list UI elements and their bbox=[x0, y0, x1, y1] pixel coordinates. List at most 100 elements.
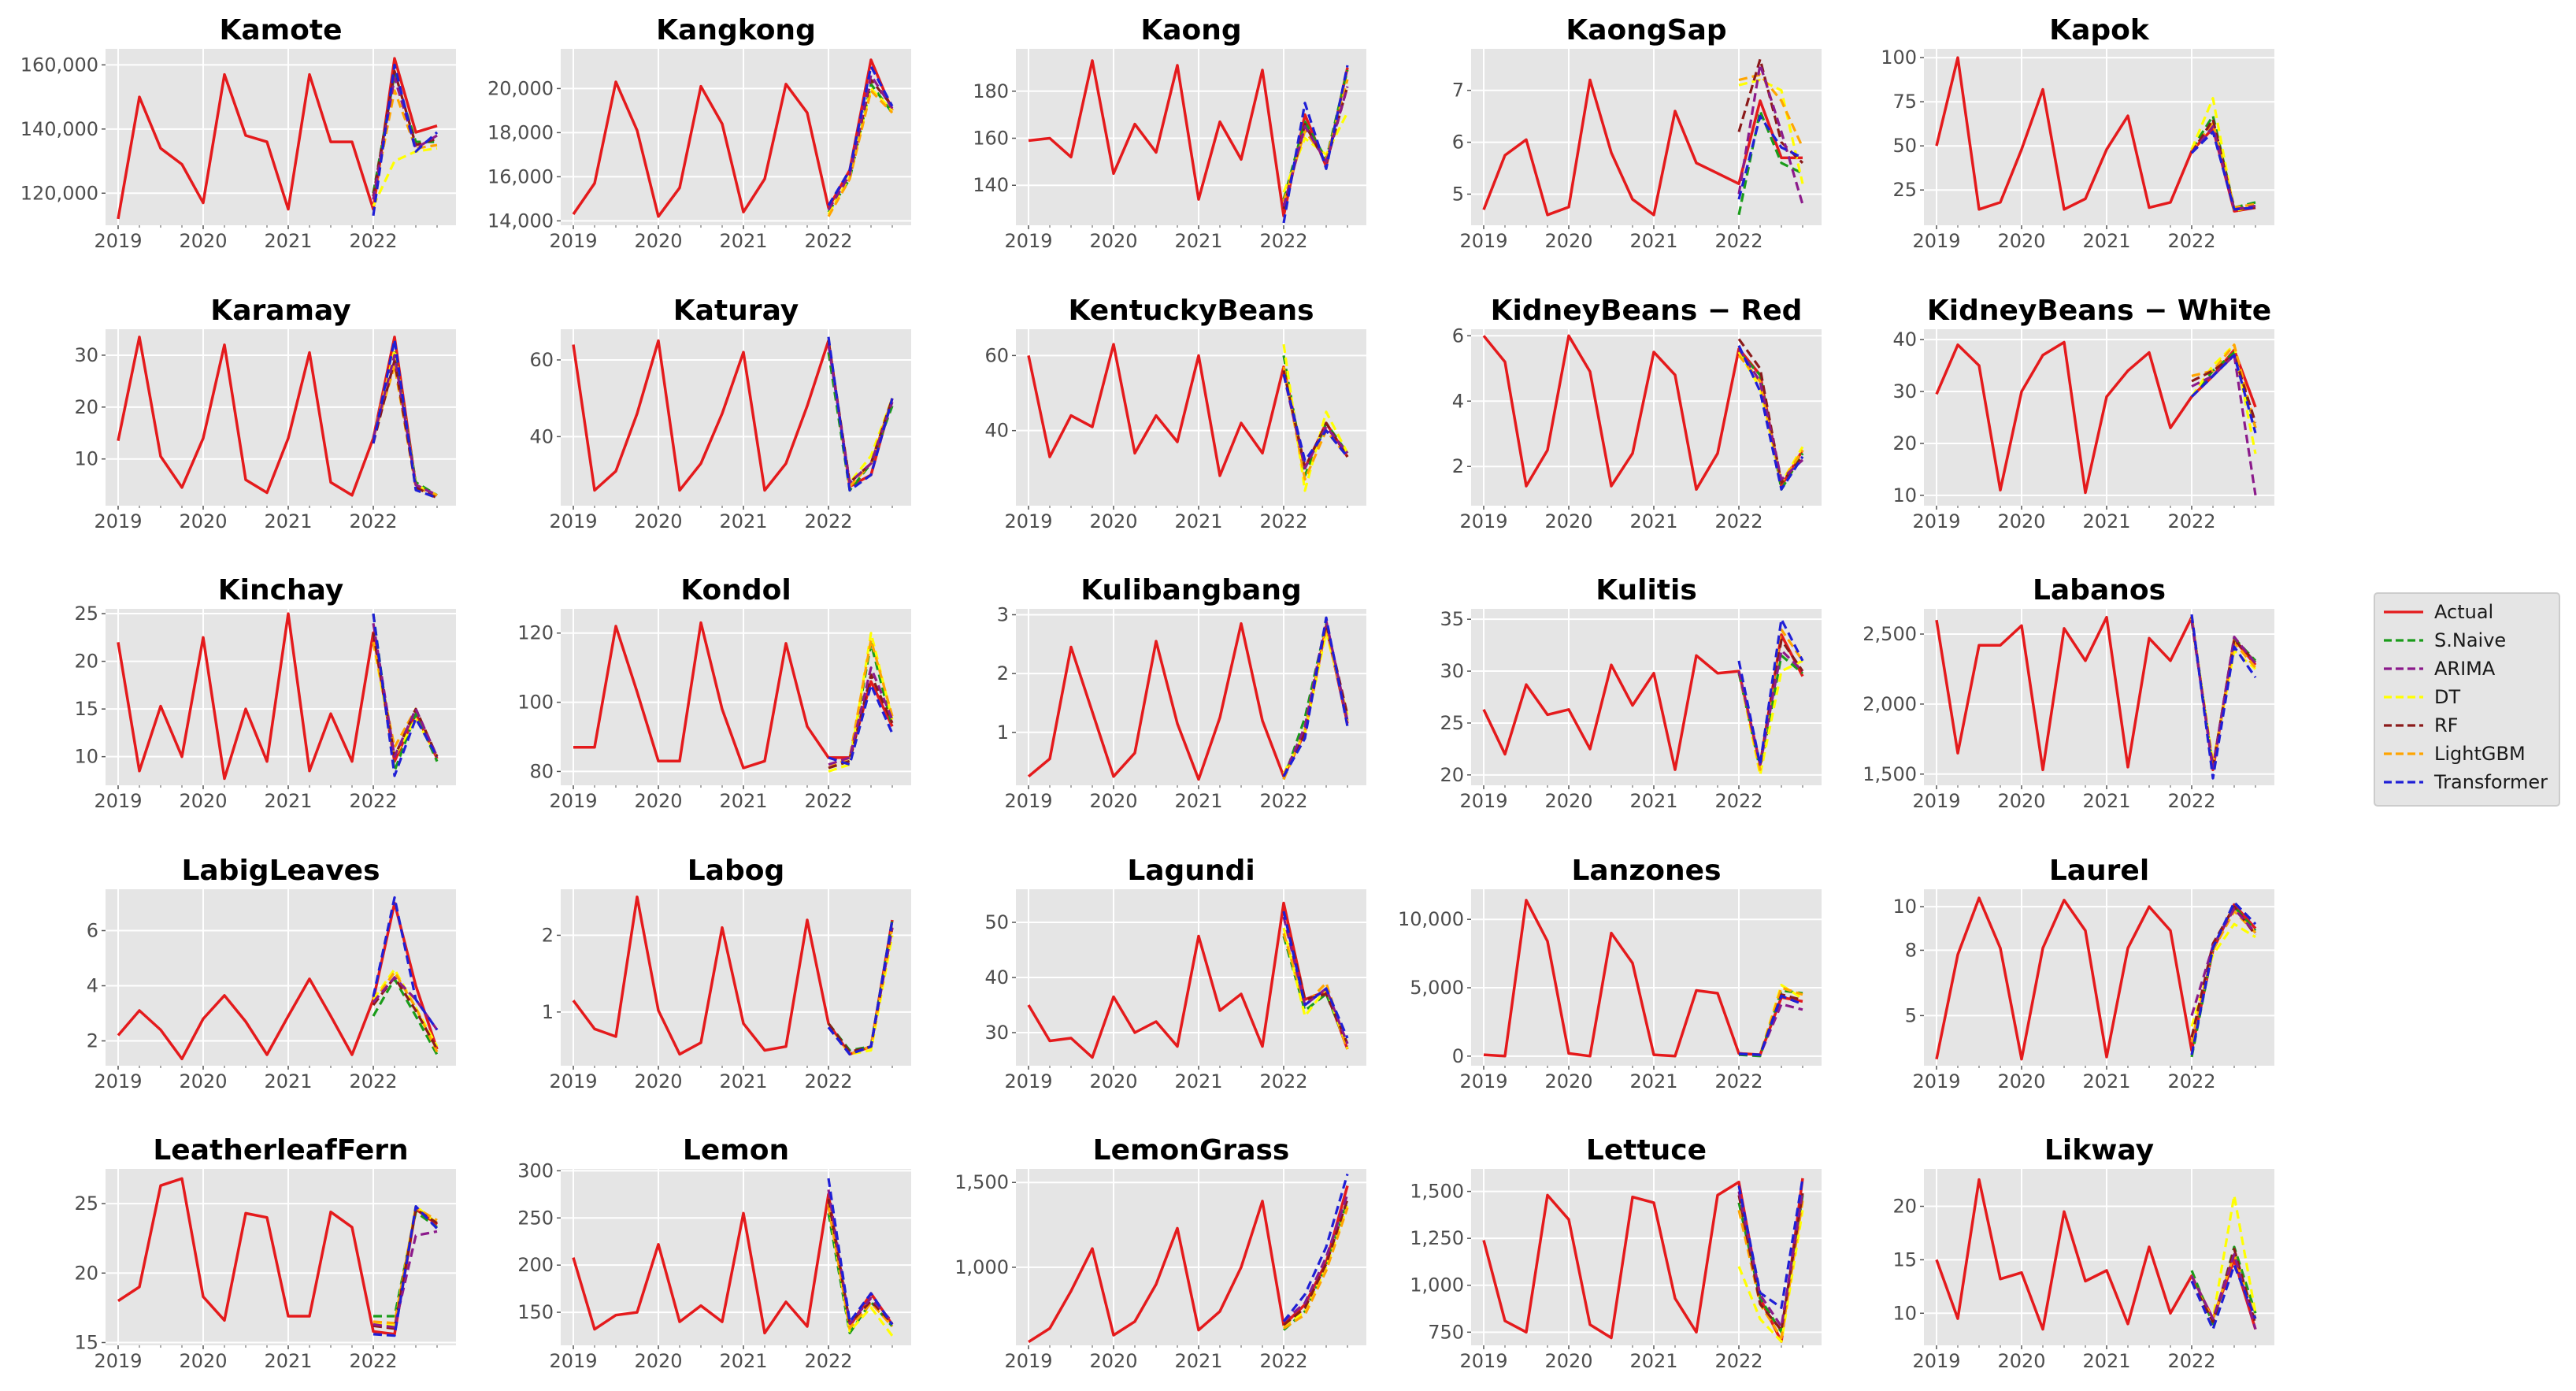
x-tick-label: 2020 bbox=[634, 230, 682, 252]
x-tick-label: 2022 bbox=[349, 1350, 397, 1372]
series-actual-line bbox=[1483, 899, 1803, 1058]
x-tick-label: 2022 bbox=[2167, 230, 2215, 252]
x-tick-label: 2022 bbox=[804, 1070, 852, 1092]
series-dt-line bbox=[2190, 922, 2256, 1027]
x-tick-label: 2019 bbox=[1459, 230, 1507, 252]
y-tick-label: 1 bbox=[997, 721, 1009, 744]
series-arima-line bbox=[372, 76, 438, 200]
x-tick-label: 2021 bbox=[1174, 230, 1222, 252]
y-tick-label: 15 bbox=[74, 1331, 98, 1353]
x-tick-label: 2022 bbox=[1714, 1070, 1762, 1092]
chart-title: Katuray bbox=[673, 295, 799, 327]
series-transformer-line bbox=[1282, 911, 1349, 1039]
y-tick-label: 30 bbox=[1440, 660, 1464, 682]
x-tick-label: 2020 bbox=[1089, 510, 1137, 532]
x-tick-label: 2021 bbox=[2082, 510, 2130, 532]
x-tick-label: 2021 bbox=[1629, 230, 1677, 252]
series-transformer-line bbox=[1282, 616, 1349, 777]
chart-title: LeatherleafFern bbox=[153, 1134, 408, 1167]
chart-kondol: 2019 2020 2021 2022 80 100 120 Kondol bbox=[517, 574, 911, 812]
y-tick-label: 25 bbox=[74, 1193, 98, 1215]
chart-lemongrass: 2019 2020 2021 2022 1,000 1,500 LemonGrass bbox=[954, 1134, 1366, 1372]
x-tick-label: 2021 bbox=[2082, 790, 2130, 812]
x-tick-label: 2021 bbox=[719, 1070, 767, 1092]
series-s-naive-line bbox=[1737, 109, 1803, 216]
y-tick-label: 10 bbox=[1892, 896, 1917, 918]
y-tick-label: 7 bbox=[1452, 80, 1464, 102]
legend: Actual S.Naive ARIMA DT RF LightGBM Transforme… bbox=[2374, 592, 2560, 807]
x-tick-label: 2019 bbox=[549, 510, 597, 532]
series-transformer-line bbox=[827, 65, 894, 206]
chart-labigleaves: 2019 2020 2021 2022 2 4 6 LabigLeaves bbox=[87, 855, 456, 1092]
x-tick-label: 2021 bbox=[719, 230, 767, 252]
chart-title: Kangkong bbox=[656, 14, 816, 46]
y-tick-label: 40 bbox=[529, 425, 554, 447]
y-tick-label: 60 bbox=[529, 349, 554, 371]
y-tick-label: 1,500 bbox=[1863, 763, 1917, 785]
panel-background bbox=[106, 889, 456, 1066]
panel-background bbox=[1471, 49, 1822, 225]
series-arima-line bbox=[372, 622, 439, 759]
series-s-naive-line bbox=[1282, 69, 1349, 200]
x-tick-label: 2022 bbox=[2167, 790, 2215, 812]
chart-kulibangbang: 2019 2020 2021 2022 1 2 3 Kulibangbang bbox=[997, 574, 1366, 812]
x-tick-label: 2020 bbox=[1544, 510, 1592, 532]
y-tick-label: 2,000 bbox=[1863, 693, 1917, 715]
chart-title: Kinchay bbox=[218, 574, 344, 606]
x-tick-label: 2020 bbox=[179, 510, 227, 532]
y-tick-label: 5,000 bbox=[1410, 977, 1464, 999]
y-tick-label: 30 bbox=[984, 1022, 1009, 1044]
chart-labanos: 2019 2020 2021 2022 1,500 2,000 2,500 Labanos bbox=[1863, 574, 2274, 812]
x-tick-label: 2021 bbox=[264, 1350, 312, 1372]
x-tick-label: 2022 bbox=[349, 510, 397, 532]
y-tick-label: 0 bbox=[1452, 1045, 1464, 1067]
chart-kamote: 2019 2020 2021 2022 120,000 140,000 160,000 Kam… bbox=[20, 14, 456, 252]
y-tick-label: 15 bbox=[74, 698, 98, 720]
x-tick-label: 2022 bbox=[1259, 1070, 1307, 1092]
chart-kidneybeans-red: 2019 2020 2021 2022 2 4 6 KidneyBeans − Red bbox=[1452, 295, 1822, 532]
y-tick-label: 50 bbox=[984, 911, 1009, 933]
x-tick-label: 2020 bbox=[634, 790, 682, 812]
x-tick-label: 2019 bbox=[1912, 1350, 1960, 1372]
series-arima-line bbox=[1738, 1003, 1803, 1056]
series-arima-line bbox=[1737, 348, 1804, 481]
chart-likway: 2019 2020 2021 2022 10 15 20 Likway bbox=[1892, 1134, 2274, 1372]
chart-title: KidneyBeans − White bbox=[1927, 295, 2271, 327]
y-tick-label: 15 bbox=[1892, 1248, 1917, 1270]
y-tick-label: 10 bbox=[74, 448, 98, 470]
x-tick-label: 2019 bbox=[94, 790, 142, 812]
y-tick-label: 10 bbox=[74, 746, 98, 768]
y-tick-label: 2 bbox=[87, 1030, 98, 1052]
y-tick-label: 40 bbox=[984, 966, 1009, 989]
chart-kentuckybeans: 2019 2020 2021 2022 40 60 KentuckyBeans bbox=[984, 295, 1366, 532]
y-tick-label: 140,000 bbox=[20, 118, 98, 140]
panel-background bbox=[1471, 329, 1822, 506]
series-lightgbm-line bbox=[828, 638, 894, 770]
x-tick-label: 2019 bbox=[1004, 1070, 1052, 1092]
x-tick-label: 2020 bbox=[1997, 510, 2045, 532]
chart-title: Kulitis bbox=[1596, 574, 1697, 606]
chart-title: Lemon bbox=[683, 1134, 789, 1167]
y-tick-label: 25 bbox=[74, 603, 98, 625]
x-tick-label: 2022 bbox=[804, 1350, 852, 1372]
series-arima-line bbox=[373, 1230, 438, 1329]
y-tick-label: 2 bbox=[997, 662, 1009, 684]
panel-background bbox=[561, 49, 911, 225]
panel-background bbox=[1924, 329, 2274, 506]
y-tick-label: 40 bbox=[1892, 328, 1917, 351]
chart-title: KaongSap bbox=[1566, 14, 1726, 46]
series-lightgbm-line bbox=[372, 970, 439, 1053]
x-tick-label: 2020 bbox=[1544, 1070, 1592, 1092]
y-tick-label: 2 bbox=[1452, 455, 1464, 477]
chart-title: KentuckyBeans bbox=[1068, 295, 1314, 327]
series-lightgbm-line bbox=[1737, 628, 1804, 771]
x-tick-label: 2021 bbox=[1629, 1350, 1677, 1372]
y-tick-label: 5 bbox=[1905, 1004, 1917, 1026]
series-dt-line bbox=[2190, 343, 2257, 454]
chart-title: Lettuce bbox=[1586, 1134, 1707, 1167]
x-tick-label: 2020 bbox=[179, 790, 227, 812]
series-transformer-line bbox=[2190, 130, 2256, 211]
series-rf-line bbox=[1283, 1199, 1349, 1326]
legend-label-actual: Actual bbox=[2434, 601, 2493, 623]
series-lightgbm-line bbox=[827, 89, 894, 217]
